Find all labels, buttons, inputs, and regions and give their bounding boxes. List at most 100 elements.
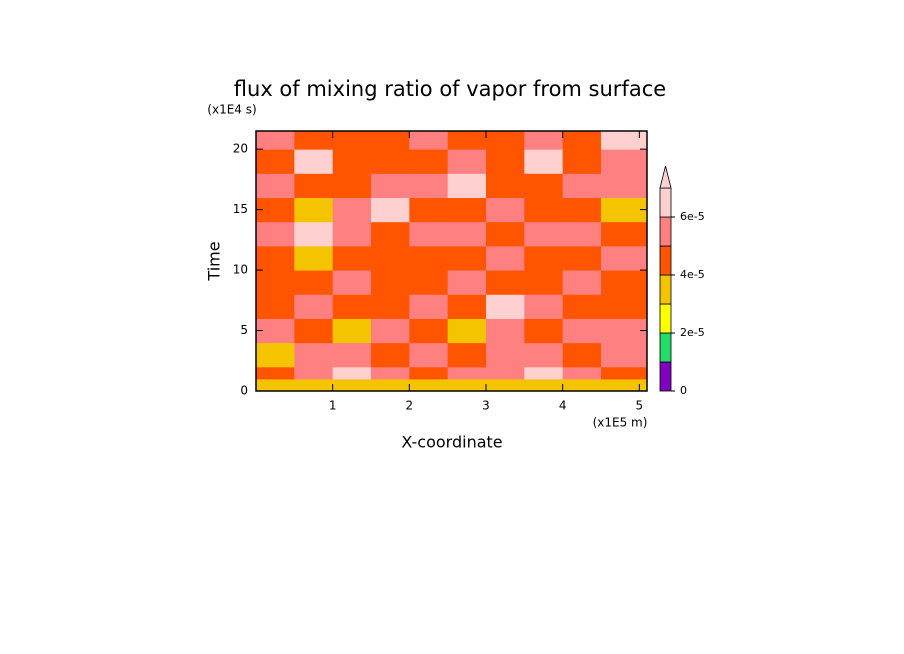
x-tick-label: 2 <box>406 399 414 413</box>
contour-cell <box>332 342 372 368</box>
contour-cell <box>562 149 602 174</box>
contour-cell <box>332 270 372 295</box>
colorbar-box <box>659 187 672 218</box>
contour-cell <box>601 245 648 271</box>
contour-cell <box>294 221 334 247</box>
x-unit: (x1E5 m) <box>593 416 648 430</box>
contour-cell <box>256 173 295 199</box>
contour-cell <box>447 318 487 344</box>
contour-cell <box>524 378 564 386</box>
contour-cell <box>371 378 410 386</box>
contour-cell <box>371 131 410 150</box>
x-tick-label: 3 <box>482 399 490 413</box>
contour-cell <box>294 173 334 199</box>
contour-cell <box>601 173 648 199</box>
x-tick-label: 5 <box>636 399 644 413</box>
contour-cell <box>486 173 525 199</box>
contour-cell <box>601 366 648 380</box>
contour-cell <box>294 378 334 386</box>
contour-cell <box>486 149 525 174</box>
y-tick-label: 10 <box>233 263 248 277</box>
x-axis-label: X-coordinate <box>401 433 502 452</box>
contour-cell <box>256 221 295 247</box>
y-tick-label: 0 <box>240 384 248 398</box>
colorbar-box <box>659 245 672 276</box>
contour-cell <box>524 270 564 295</box>
contour-cell <box>409 366 449 380</box>
x-tick-label: 4 <box>559 399 567 413</box>
contour-cell <box>409 245 449 271</box>
contour-cell <box>332 173 372 199</box>
y-axis-label: Time <box>205 241 224 281</box>
contour-cell <box>409 197 449 223</box>
contour-cell <box>524 318 564 344</box>
contour-cell <box>332 221 372 247</box>
colorbar-box <box>659 361 672 392</box>
contour-cell <box>409 131 449 150</box>
contour-cell <box>294 197 334 223</box>
contour-cell <box>294 366 334 380</box>
contour-cell <box>562 221 602 247</box>
contour-cell <box>409 221 449 247</box>
colorbar-extension <box>659 165 672 189</box>
contour-cell <box>486 131 525 150</box>
plot-frame <box>255 130 648 392</box>
contour-cell <box>256 294 295 319</box>
contour-cell <box>601 197 648 223</box>
contour-cell <box>562 245 602 271</box>
contour-cell <box>486 384 525 392</box>
contour-cell <box>256 384 295 392</box>
contour-cell <box>332 384 372 392</box>
contour-cell <box>294 131 334 150</box>
contour-cell <box>486 378 525 386</box>
contour-cell <box>332 149 372 174</box>
contour-cell <box>256 270 295 295</box>
contour-cell <box>447 384 487 392</box>
colorbar-tick-label: 2e-5 <box>680 326 705 339</box>
contour-cell <box>601 270 648 295</box>
contour-cell <box>371 294 410 319</box>
contour-cell <box>524 366 564 380</box>
y-tick-label: 20 <box>233 142 248 156</box>
y-tick-label: 5 <box>240 323 248 337</box>
contour-cell <box>332 366 372 380</box>
contour-cell <box>371 197 410 223</box>
contour-cell <box>524 149 564 174</box>
contour-cell <box>409 342 449 368</box>
contour-cell <box>447 197 487 223</box>
contour-cell <box>601 378 648 386</box>
contour-cell <box>294 384 334 392</box>
contour-cell <box>332 245 372 271</box>
contour-cell <box>332 197 372 223</box>
chart-title: flux of mixing ratio of vapor from surfa… <box>234 77 666 101</box>
contour-cell <box>371 245 410 271</box>
contour-cell <box>524 197 564 223</box>
contour-cell <box>601 342 648 368</box>
contour-cell <box>562 342 602 368</box>
contour-cell <box>601 318 648 344</box>
contour-cell <box>371 366 410 380</box>
colorbar-tick-label: 0 <box>680 384 687 397</box>
contour-cell <box>409 294 449 319</box>
contour-cell <box>562 294 602 319</box>
contour-cell <box>371 342 410 368</box>
contour-cell <box>294 294 334 319</box>
contour-cell <box>486 221 525 247</box>
contour-cell <box>409 149 449 174</box>
colorbar-tick-label: 4e-5 <box>680 268 705 281</box>
colorbar-box <box>659 274 672 305</box>
contour-cell <box>409 378 449 386</box>
contour-cell <box>447 366 487 380</box>
contour-cell <box>256 149 295 174</box>
contour-cell <box>601 221 648 247</box>
contour-cell <box>601 294 648 319</box>
contour-cell <box>371 318 410 344</box>
contour-cell <box>332 318 372 344</box>
contour-cell <box>256 245 295 271</box>
contour-cell <box>486 197 525 223</box>
contour-cell <box>601 149 648 174</box>
contour-cell <box>371 149 410 174</box>
colorbar-box <box>659 216 672 247</box>
contour-cell <box>294 342 334 368</box>
